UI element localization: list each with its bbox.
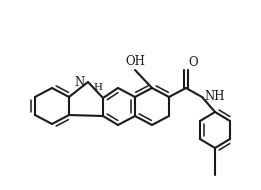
Text: N: N: [75, 77, 85, 89]
Text: H: H: [93, 82, 102, 92]
Text: NH: NH: [204, 90, 224, 104]
Text: OH: OH: [125, 55, 145, 68]
Text: O: O: [188, 56, 198, 69]
